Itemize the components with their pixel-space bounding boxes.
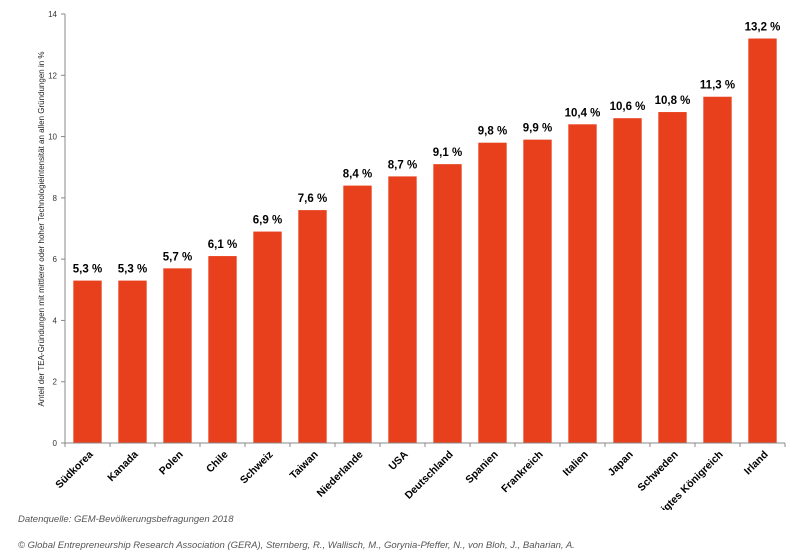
- data-labels: 5,3 % 5,3 % 5,7 % 6,1 % 6,9 % 7,6 % 8,4 % 8,7 %…: [73, 22, 781, 276]
- bar: [343, 185, 372, 443]
- bar: [163, 268, 192, 443]
- bar: [388, 176, 417, 443]
- axes: [64, 14, 786, 447]
- y-axis-title-group: Anteil der TEA-Gründungen mit mittlerer …: [37, 51, 46, 406]
- x-tick-label: Deutschland: [403, 449, 456, 502]
- data-label: 6,9 %: [253, 215, 282, 227]
- y-tick-label: 6: [53, 255, 58, 264]
- x-tick-label: Chile: [204, 449, 231, 476]
- data-label: 11,3 %: [700, 80, 735, 92]
- y-axis-ticks: 0 2 4 6 8 10 12 14: [48, 10, 65, 448]
- data-label: 10,4 %: [565, 107, 601, 119]
- x-tick-label: Irland: [742, 449, 771, 478]
- data-label: 9,8 %: [478, 126, 507, 138]
- x-tick-label: Schweiz: [238, 449, 276, 487]
- bar: [73, 280, 102, 443]
- x-tick-label: Polen: [157, 449, 186, 478]
- bar: [703, 96, 732, 443]
- bar: [298, 210, 327, 443]
- data-label: 9,9 %: [523, 123, 552, 135]
- bars: [73, 38, 777, 444]
- y-tick-label: 4: [53, 316, 58, 325]
- copyright-note: © Global Entrepreneurship Research Assoc…: [18, 540, 575, 551]
- bar: [478, 142, 507, 443]
- x-tick-label: Spanien: [463, 449, 500, 486]
- bar: [748, 38, 777, 444]
- bar: [658, 112, 687, 444]
- data-label: 10,6 %: [610, 101, 646, 113]
- data-label: 5,3 %: [118, 264, 147, 276]
- x-tick-label: USA: [386, 448, 410, 472]
- y-axis-title: Anteil der TEA-Gründungen mit mittlerer …: [37, 51, 46, 406]
- data-label: 7,6 %: [298, 193, 327, 205]
- data-label: 8,7 %: [388, 159, 417, 171]
- x-tick-label: Südkorea: [53, 449, 95, 491]
- data-label: 8,4 %: [343, 169, 372, 181]
- data-label: 6,1 %: [208, 239, 237, 251]
- x-axis-labels: Südkorea Kanada Polen Chile Schweiz TaiwanNie…: [53, 448, 770, 510]
- bar: [208, 256, 237, 443]
- bar: [253, 231, 282, 443]
- data-label: 9,1 %: [433, 147, 462, 159]
- bar: [523, 139, 552, 443]
- x-tick-label: Italien: [561, 449, 591, 479]
- source-note: Datenquelle: GEM-Bevölkerungsbefragungen…: [18, 514, 234, 525]
- y-tick-label: 14: [48, 10, 57, 19]
- bar-chart: Anteil der TEA-Gründungen mit mittlerer …: [37, 10, 786, 510]
- bar: [568, 124, 597, 444]
- y-tick-label: 10: [48, 133, 57, 142]
- x-tick-label: Niederlande: [315, 449, 366, 500]
- x-tick-label: Kanada: [105, 449, 140, 484]
- data-label: 5,7 %: [163, 251, 192, 263]
- x-tick-label: Taiwan: [288, 449, 321, 482]
- y-tick-label: 12: [48, 71, 57, 80]
- bar: [613, 118, 642, 443]
- x-tick-label: Schweden: [635, 449, 680, 494]
- bar: [433, 164, 462, 443]
- bar: [118, 280, 147, 443]
- x-tick-label: Frankreich: [499, 449, 545, 495]
- y-tick-label: 0: [53, 439, 58, 448]
- x-tick-label: Japan: [606, 449, 636, 479]
- data-label: 5,3 %: [73, 264, 102, 276]
- y-tick-label: 2: [53, 378, 58, 387]
- data-label: 13,2 %: [745, 22, 781, 34]
- y-tick-label: 8: [53, 194, 58, 203]
- data-label: 10,8 %: [655, 95, 691, 107]
